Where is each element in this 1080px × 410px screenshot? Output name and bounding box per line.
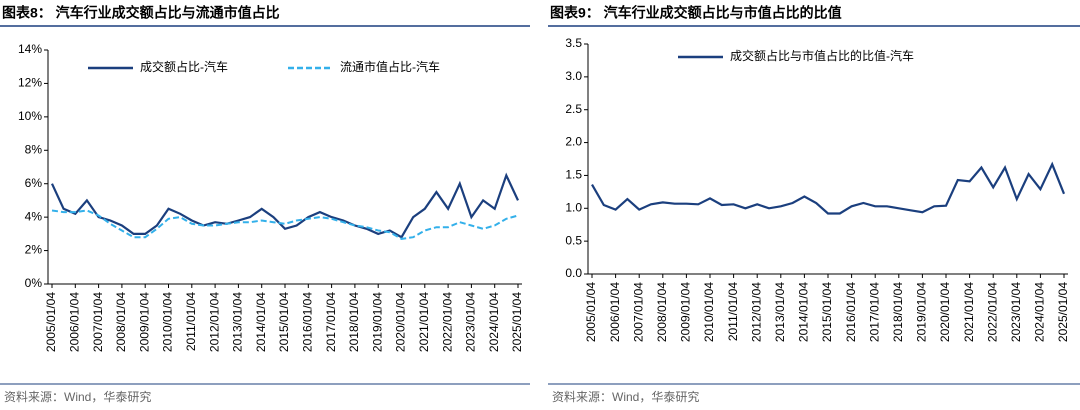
x-tick-label: 2014/01/04	[254, 292, 268, 352]
x-tick-label: 2010/01/04	[702, 282, 716, 342]
x-tick-label: 2015/01/04	[820, 282, 834, 342]
series-line	[51, 209, 519, 240]
x-tick-label: 2024/01/04	[1033, 282, 1047, 342]
x-tick-label: 2016/01/04	[300, 292, 314, 352]
source: 资料来源：Wind，华泰研究	[4, 389, 151, 404]
x-tick-label: 2023/01/04	[1009, 282, 1023, 342]
y-tick-label: 10%	[18, 109, 42, 123]
x-tick-label: 2011/01/04	[184, 292, 198, 351]
x-tick-label: 2006/01/04	[67, 292, 81, 352]
x-tick-label: 2025/01/04	[510, 292, 524, 352]
x-tick-label: 2012/01/04	[749, 282, 763, 342]
x-tick-label: 2018/01/04	[347, 292, 361, 352]
y-tick-label: 2%	[25, 243, 43, 257]
x-tick-label: 2019/01/04	[915, 282, 929, 342]
source: 资料来源：Wind，华泰研究	[552, 389, 699, 404]
x-tick-label: 2012/01/04	[207, 292, 221, 352]
y-tick-label: 2.5	[565, 102, 582, 116]
x-tick-label: 2007/01/04	[631, 282, 645, 342]
y-tick-label: 6%	[25, 176, 43, 190]
y-tick-label: 2.0	[565, 135, 582, 149]
x-tick-label: 2009/01/04	[679, 282, 693, 342]
y-tick-label: 1.0	[565, 200, 582, 214]
chart-title: 图表8： 汽车行业成交额占比与流通市值占比	[2, 5, 280, 21]
legend-label: 成交额占比-汽车	[140, 59, 228, 74]
x-tick-label: 2025/01/04	[1056, 282, 1070, 342]
x-tick-label: 2013/01/04	[773, 282, 787, 342]
x-tick-label: 2010/01/04	[161, 292, 175, 352]
x-tick-label: 2008/01/04	[114, 292, 128, 352]
x-tick-label: 2013/01/04	[231, 292, 245, 352]
x-tick-label: 2008/01/04	[655, 282, 669, 342]
x-tick-label: 2015/01/04	[277, 292, 291, 352]
x-tick-label: 2021/01/04	[962, 282, 976, 342]
y-tick-label: 0.5	[565, 233, 582, 247]
x-tick-label: 2020/01/04	[938, 282, 952, 342]
y-tick-label: 4%	[25, 209, 43, 223]
y-tick-label: 8%	[25, 142, 43, 156]
x-tick-label: 2023/01/04	[464, 292, 478, 352]
y-tick-label: 14%	[18, 42, 42, 56]
x-tick-label: 2017/01/04	[867, 282, 881, 342]
chart-title: 图表9： 汽车行业成交额占比与市值占比的比值	[550, 5, 842, 21]
x-tick-label: 2005/01/04	[584, 282, 598, 342]
x-tick-label: 2017/01/04	[324, 292, 338, 352]
y-tick-label: 12%	[18, 76, 42, 90]
x-tick-label: 2024/01/04	[487, 292, 501, 352]
x-tick-label: 2021/01/04	[417, 292, 431, 352]
y-tick-label: 1.5	[565, 168, 582, 182]
x-tick-label: 2014/01/04	[797, 282, 811, 342]
x-tick-label: 2022/01/04	[985, 282, 999, 342]
y-tick-label: 3.0	[565, 69, 582, 83]
y-tick-label: 0%	[25, 276, 43, 290]
x-tick-label: 2018/01/04	[891, 282, 905, 342]
x-tick-label: 2007/01/04	[91, 292, 105, 352]
series-line	[51, 172, 519, 239]
y-tick-label: 0.0	[565, 266, 582, 280]
x-tick-label: 2006/01/04	[608, 282, 622, 342]
x-tick-label: 2020/01/04	[394, 292, 408, 352]
series-line	[591, 161, 1066, 215]
x-tick-label: 2019/01/04	[370, 292, 384, 352]
legend-label: 成交额占比与市值占比的比值-汽车	[730, 48, 914, 63]
x-tick-label: 2011/01/04	[726, 282, 740, 341]
x-tick-label: 2016/01/04	[844, 282, 858, 342]
x-tick-label: 2022/01/04	[440, 292, 454, 352]
y-tick-label: 3.5	[565, 36, 582, 50]
legend-label: 流通市值占比-汽车	[340, 59, 440, 74]
x-tick-label: 2005/01/04	[44, 292, 58, 352]
x-tick-label: 2009/01/04	[137, 292, 151, 352]
